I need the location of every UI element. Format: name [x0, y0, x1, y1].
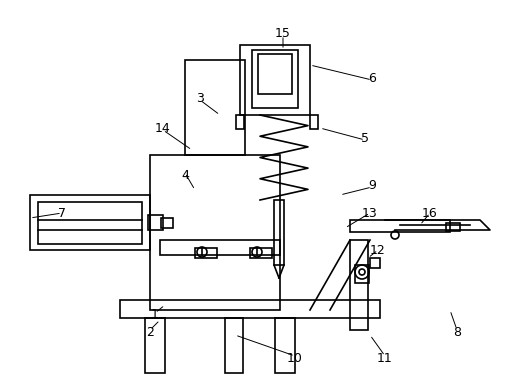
- Text: 3: 3: [196, 92, 204, 104]
- Text: 13: 13: [362, 206, 378, 219]
- Bar: [258, 54, 292, 94]
- Text: 1: 1: [151, 308, 159, 321]
- Text: 10: 10: [287, 352, 303, 365]
- Bar: [310, 115, 318, 129]
- Bar: [274, 200, 284, 265]
- Text: 4: 4: [181, 169, 189, 181]
- Bar: [148, 215, 163, 230]
- Bar: [240, 45, 310, 115]
- Bar: [350, 240, 368, 330]
- Bar: [370, 258, 380, 268]
- Text: 2: 2: [146, 325, 154, 338]
- Text: 15: 15: [275, 27, 291, 40]
- Bar: [350, 220, 450, 232]
- Bar: [185, 60, 245, 155]
- Bar: [38, 202, 142, 244]
- Text: 16: 16: [422, 206, 438, 219]
- Bar: [225, 318, 243, 373]
- Bar: [161, 218, 173, 228]
- Text: 9: 9: [368, 179, 376, 191]
- Text: 11: 11: [377, 352, 393, 365]
- Text: 6: 6: [368, 72, 376, 84]
- Text: 14: 14: [155, 122, 171, 134]
- Text: 8: 8: [453, 325, 461, 338]
- Bar: [150, 155, 280, 310]
- Bar: [160, 240, 280, 255]
- Text: 7: 7: [58, 206, 66, 219]
- Bar: [252, 50, 298, 108]
- Bar: [195, 248, 217, 258]
- Text: 5: 5: [361, 132, 369, 144]
- Bar: [30, 195, 150, 250]
- Bar: [355, 265, 369, 283]
- Bar: [145, 318, 165, 373]
- Bar: [120, 300, 380, 318]
- Bar: [446, 223, 460, 231]
- Bar: [275, 318, 295, 373]
- Bar: [250, 248, 272, 258]
- Text: 12: 12: [370, 243, 386, 256]
- Bar: [236, 115, 244, 129]
